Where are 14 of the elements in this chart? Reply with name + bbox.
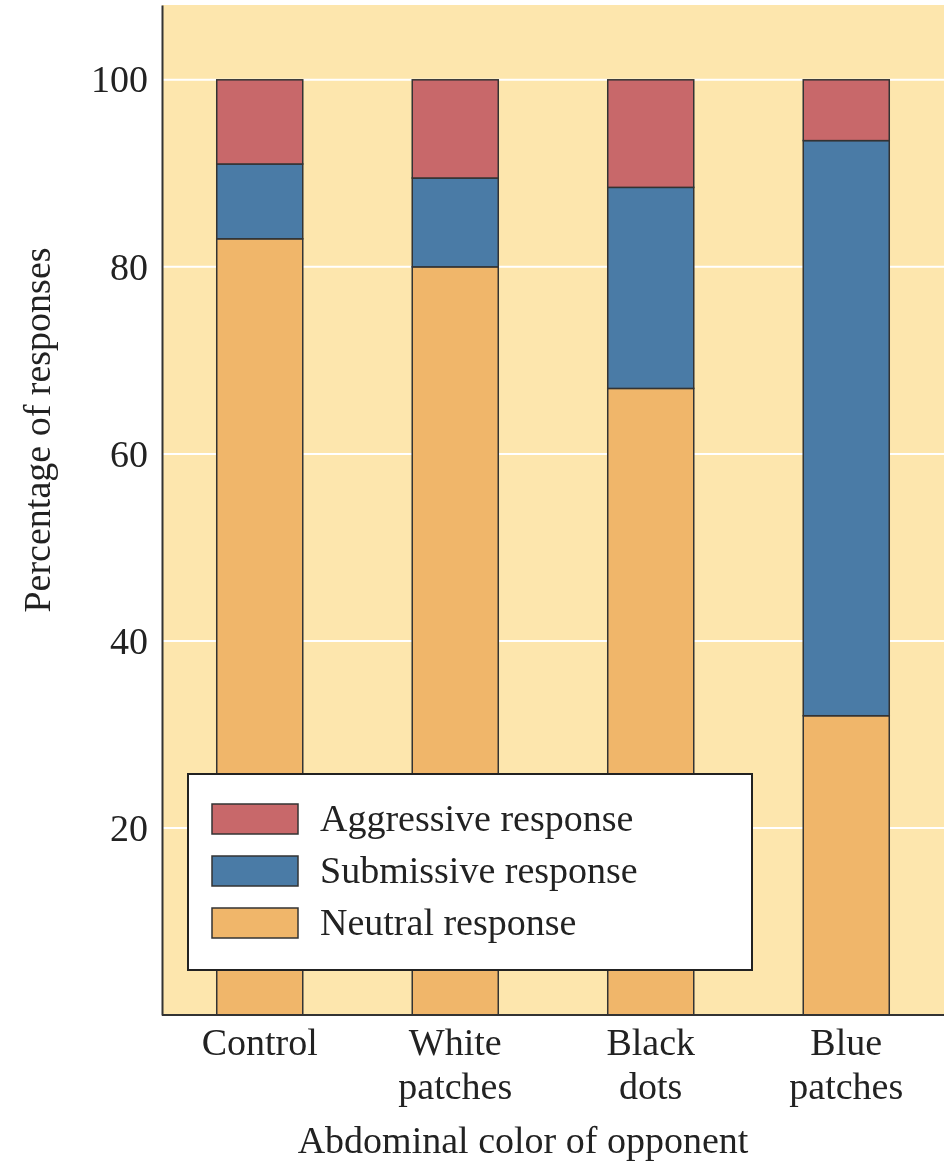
legend-label: Aggressive response xyxy=(320,797,634,839)
y-tick-label: 60 xyxy=(110,432,148,475)
x-axis-title: Abdominal color of opponent xyxy=(297,1119,749,1161)
x-tick-label: Black dots xyxy=(606,1021,696,1107)
y-tick-label: 20 xyxy=(110,806,148,849)
y-tick-label: 40 xyxy=(110,619,148,662)
x-tick-label: Control xyxy=(201,1021,318,1063)
x-tick-label: Blue patches xyxy=(789,1021,904,1107)
y-axis-title: Percentage of responses xyxy=(16,247,58,613)
x-tick-label: White patches xyxy=(398,1021,513,1107)
legend-label: Neutral response xyxy=(320,901,577,943)
y-tick-label: 80 xyxy=(110,245,148,288)
legend-label: Submissive response xyxy=(320,849,638,891)
y-tick-label: 100 xyxy=(91,58,148,101)
